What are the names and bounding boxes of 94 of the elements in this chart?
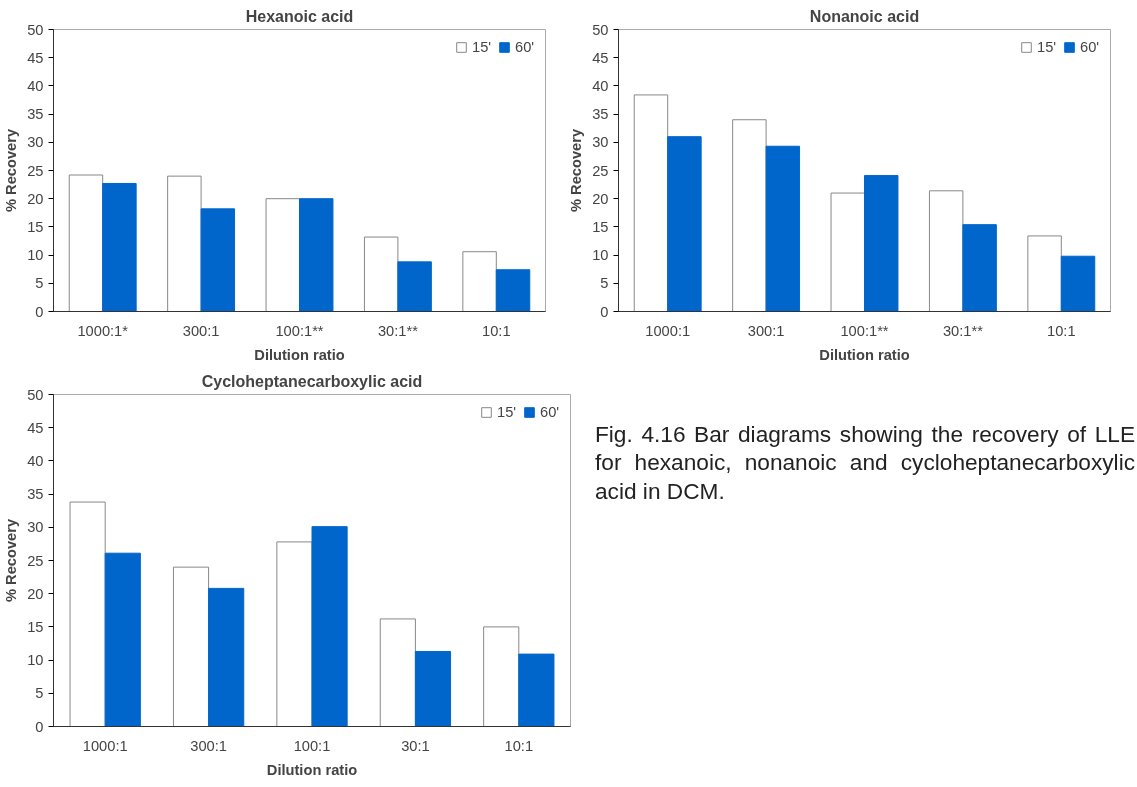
y-tick-label: 15 <box>27 618 44 635</box>
y-tick-label: 50 <box>27 21 44 38</box>
x-tick-label: 30:1 <box>401 737 430 754</box>
y-tick-label: 5 <box>35 275 44 292</box>
y-tick-label: 35 <box>27 106 44 123</box>
y-tick-label: 40 <box>27 452 44 469</box>
y-tick-label: 30 <box>27 519 44 536</box>
bar <box>276 541 313 727</box>
x-tick-label: 10:1 <box>482 322 511 339</box>
bar <box>299 198 334 312</box>
chart-title: Nonanoic acid <box>809 7 920 25</box>
y-tick-label: 30 <box>27 134 44 151</box>
bar <box>200 208 236 312</box>
bar <box>397 261 432 312</box>
bar <box>379 618 416 727</box>
x-axis-title: Dilution ratio <box>266 761 358 778</box>
x-tick-label: 100:1** <box>840 322 889 339</box>
x-tick-label: 100:1** <box>275 322 324 339</box>
bar <box>102 182 137 312</box>
y-tick-label: 45 <box>27 419 44 436</box>
y-tick-label: 15 <box>27 218 44 235</box>
x-tick-label: 1000:1 <box>645 322 691 339</box>
y-tick-label: 10 <box>27 247 44 264</box>
y-tick-label: 45 <box>592 49 609 66</box>
y-axis-title: % Recovery <box>568 128 585 213</box>
y-tick-label: 5 <box>600 275 609 292</box>
x-axis-title: Dilution ratio <box>819 346 910 363</box>
y-tick-label: 45 <box>27 49 44 66</box>
y-tick-label: 50 <box>27 386 44 403</box>
y-tick-label: 0 <box>35 303 44 320</box>
x-tick-label: 10:1 <box>504 737 534 754</box>
y-tick-label: 50 <box>592 21 609 38</box>
y-tick-label: 5 <box>35 685 44 702</box>
chart-title: Cycloheptanecarboxylic acid <box>201 372 423 390</box>
legend-label: 15' <box>497 404 517 420</box>
bar <box>633 94 669 312</box>
y-tick-label: 35 <box>592 106 609 123</box>
y-tick-label: 20 <box>592 190 609 207</box>
x-axis-title: Dilution ratio <box>254 346 345 363</box>
bar <box>483 626 520 727</box>
y-tick-label: 20 <box>27 190 44 207</box>
y-tick-label: 30 <box>592 134 609 151</box>
bar <box>928 190 964 312</box>
y-tick-label: 40 <box>592 77 609 94</box>
legend-label: 15' <box>472 39 492 55</box>
bar <box>104 552 141 727</box>
y-tick-label: 15 <box>592 218 609 235</box>
y-tick-label: 0 <box>600 303 609 320</box>
bar <box>208 587 245 727</box>
bar <box>962 224 997 312</box>
bar <box>864 175 899 312</box>
x-tick-label: 30:1** <box>377 322 419 339</box>
y-tick-label: 25 <box>592 162 609 179</box>
legend-label: 60' <box>515 39 535 55</box>
bar <box>172 566 210 727</box>
legend-label: 60' <box>1080 39 1100 55</box>
y-axis-title: % Recovery <box>3 128 20 213</box>
caption: Fig. 4.16 Bar diagrams showing the recovery of LLE for hexanoic, nonanoic and cycloheptanecarboxylic acid in DCM. <box>595 420 1135 505</box>
x-tick-label: 10:1 <box>1047 322 1076 339</box>
bar <box>518 653 555 727</box>
bar <box>311 526 348 727</box>
y-tick-label: 25 <box>27 552 44 569</box>
bar <box>462 251 497 312</box>
y-tick-label: 35 <box>27 486 44 503</box>
x-tick-label: 30:1** <box>942 322 984 339</box>
bar <box>69 501 106 727</box>
bar <box>830 192 865 312</box>
bar <box>265 198 300 312</box>
bar <box>363 236 399 312</box>
x-tick-label: 1000:1* <box>77 322 129 339</box>
bar <box>1060 255 1096 312</box>
y-axis-title: % Recovery <box>3 518 20 603</box>
bar <box>1027 235 1062 312</box>
y-tick-label: 0 <box>35 718 44 735</box>
y-tick-label: 25 <box>27 162 44 179</box>
legend-label: 15' <box>1037 39 1057 55</box>
y-tick-label: 10 <box>27 652 44 669</box>
x-tick-label: 1000:1 <box>82 737 128 754</box>
chart-title: Hexanoic acid <box>245 7 354 25</box>
bar <box>414 650 452 727</box>
bar <box>732 119 767 312</box>
bar <box>167 175 202 312</box>
x-tick-label: 300:1 <box>182 322 220 339</box>
legend-label: 60' <box>540 404 560 420</box>
x-tick-label: 300:1 <box>747 322 785 339</box>
x-tick-label: 300:1 <box>190 737 227 754</box>
bar <box>765 145 801 312</box>
y-tick-label: 20 <box>27 585 44 602</box>
y-tick-label: 10 <box>592 247 609 264</box>
y-tick-label: 40 <box>27 77 44 94</box>
bar <box>667 136 702 312</box>
x-tick-label: 100:1 <box>293 737 331 754</box>
bar <box>68 174 104 312</box>
bar <box>495 269 531 312</box>
